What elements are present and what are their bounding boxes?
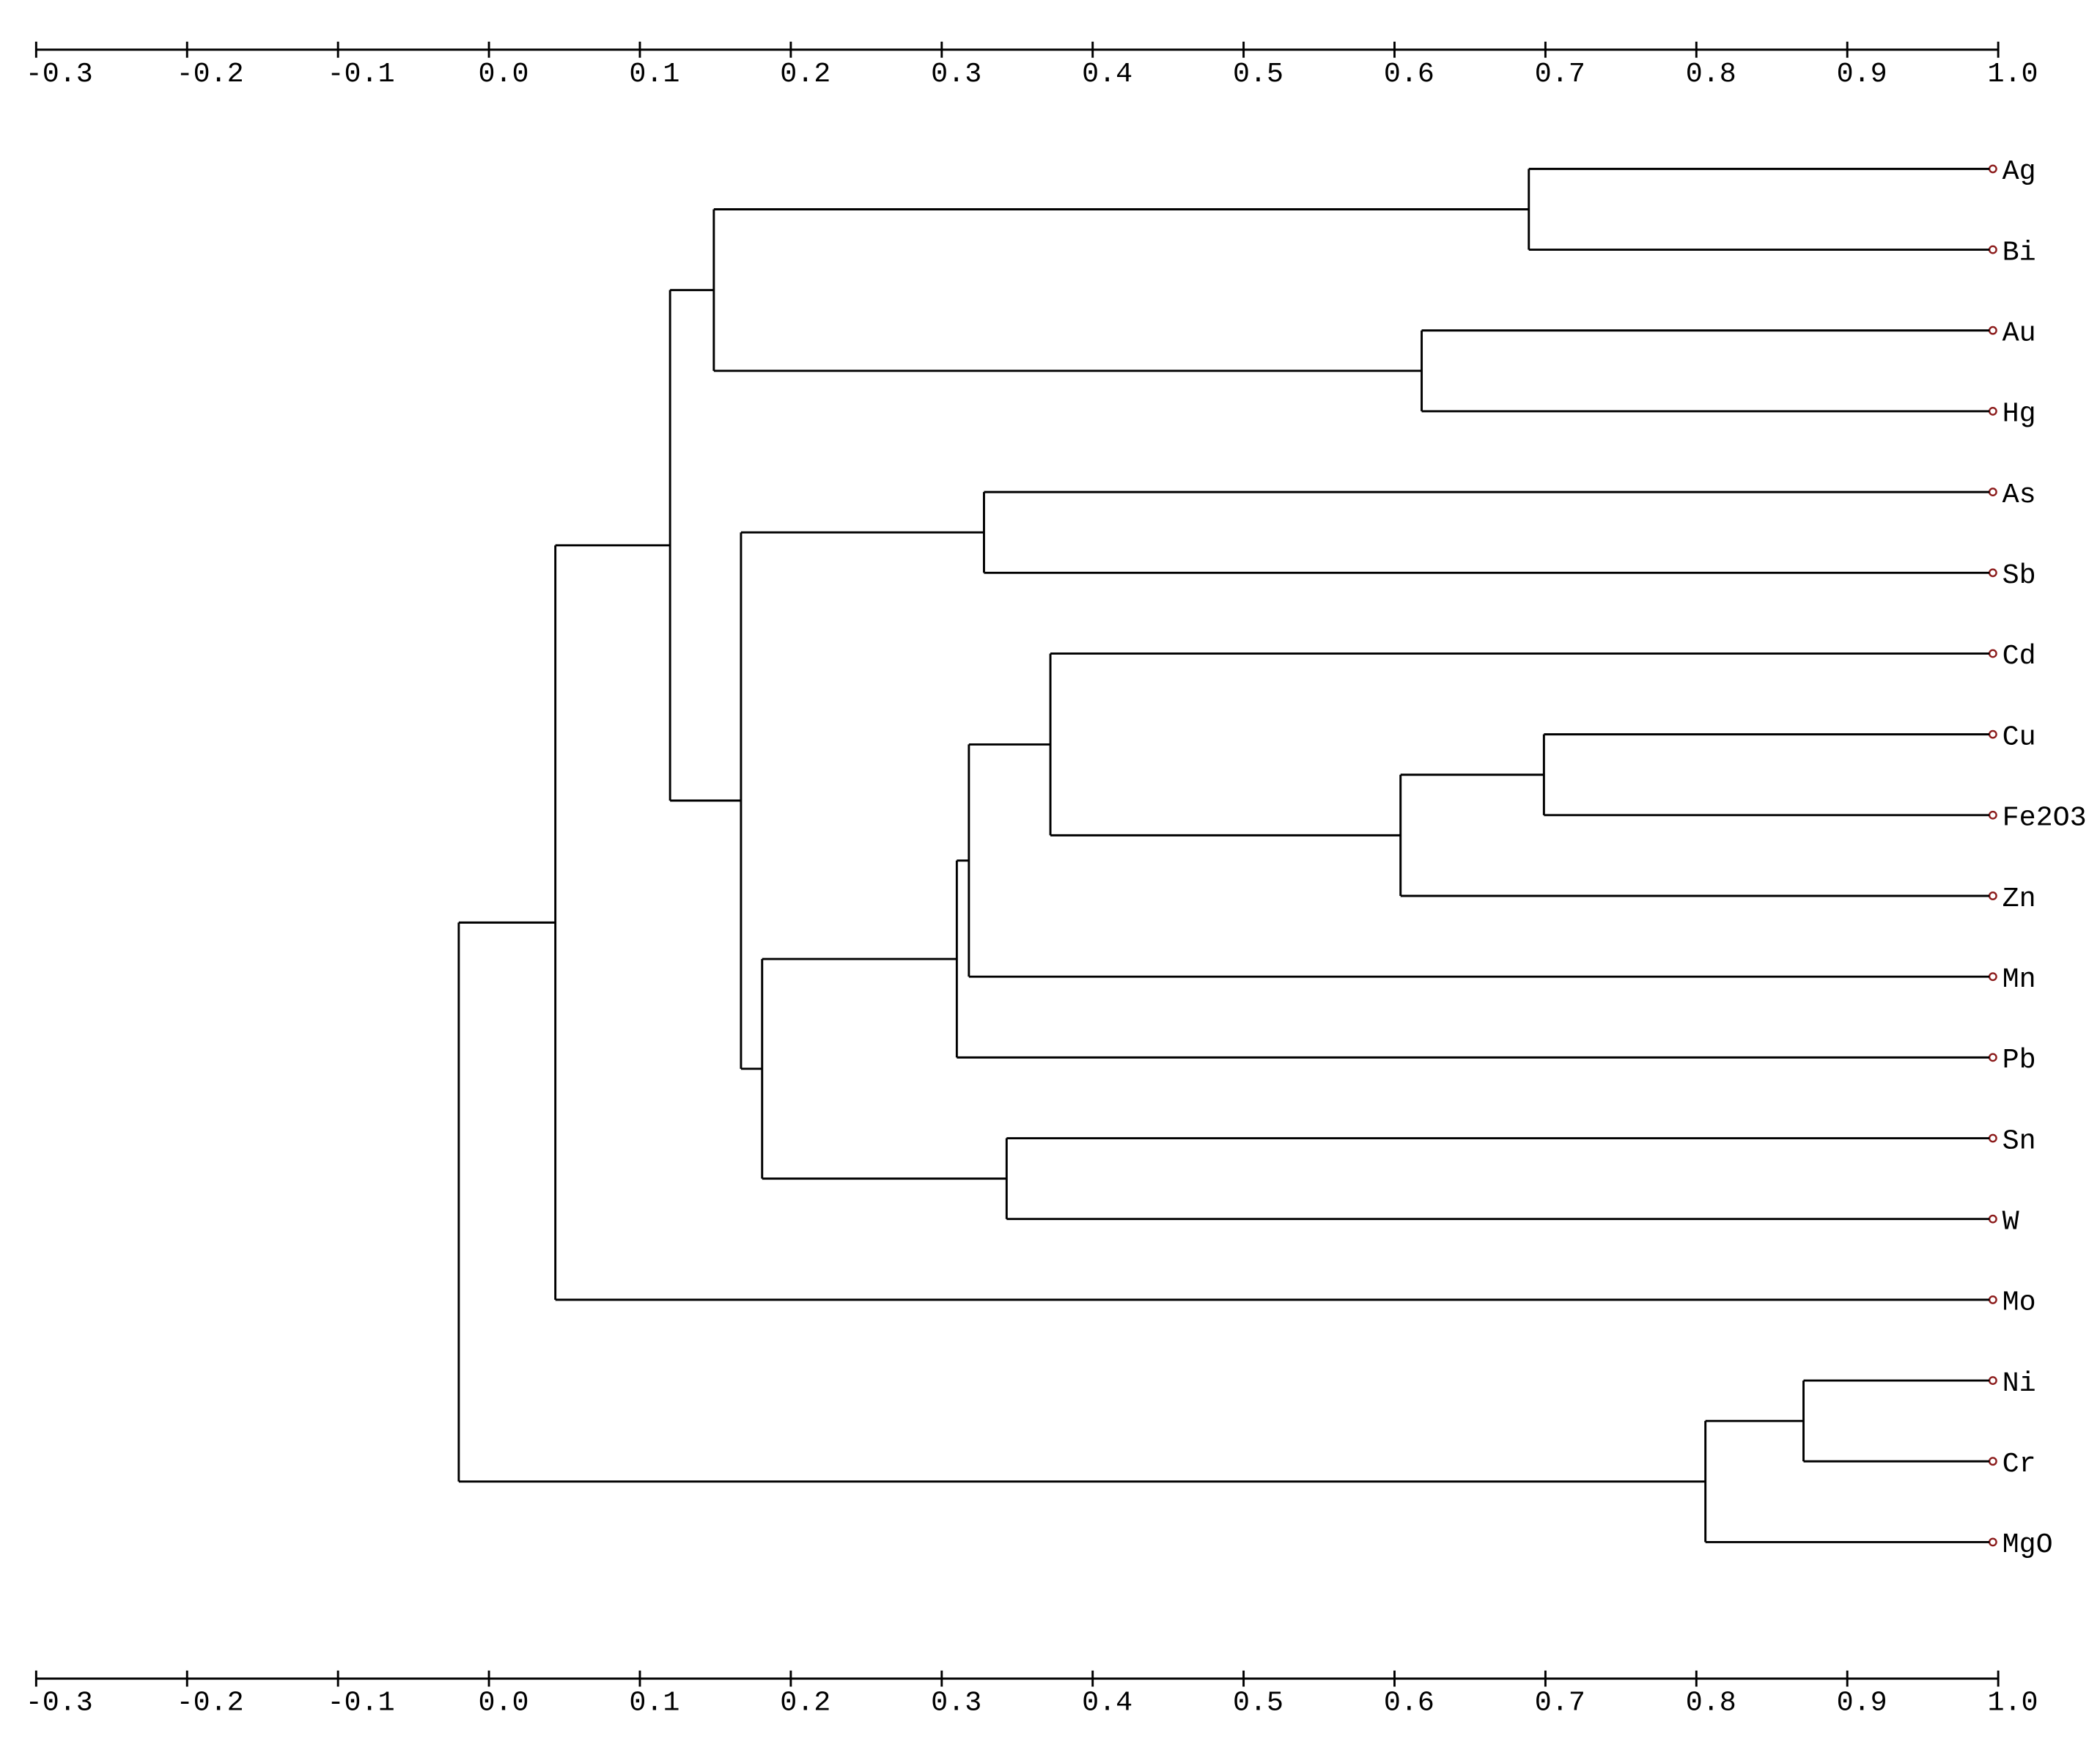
leaf-marker bbox=[1988, 1053, 1997, 1062]
leaf-label: Sn bbox=[2003, 1125, 2036, 1157]
leaf-label: Bi bbox=[2003, 236, 2036, 268]
leaf-label: Ag bbox=[2003, 155, 2036, 188]
leaf-label: Au bbox=[2003, 317, 2036, 350]
leaf-marker bbox=[1988, 1457, 1997, 1466]
leaf-marker bbox=[1988, 649, 1997, 658]
x-tick-label: 0.0 bbox=[478, 1687, 528, 1719]
x-tick-label: 0.7 bbox=[1535, 1687, 1585, 1719]
x-tick-label: -0.2 bbox=[177, 1687, 244, 1719]
x-tick-label: 1.0 bbox=[1988, 1687, 2038, 1719]
leaf-marker bbox=[1988, 891, 1997, 900]
leaf-marker bbox=[1988, 1376, 1997, 1386]
leaf-marker bbox=[1988, 406, 1997, 416]
x-tick-label: 0.7 bbox=[1535, 58, 1585, 90]
x-tick-label: 0.8 bbox=[1686, 1687, 1736, 1719]
x-tick-label: 0.3 bbox=[931, 58, 981, 90]
x-tick-label: 0.2 bbox=[780, 58, 830, 90]
leaf-marker bbox=[1988, 972, 1997, 982]
leaf-label: As bbox=[2003, 479, 2036, 511]
leaf-label: W bbox=[2003, 1206, 2019, 1238]
leaf-marker bbox=[1988, 245, 1997, 254]
x-tick-label: 0.2 bbox=[780, 1687, 830, 1719]
x-tick-label: 0.9 bbox=[1837, 1687, 1887, 1719]
x-tick-label: 0.5 bbox=[1233, 1687, 1283, 1719]
leaf-label: Cd bbox=[2003, 640, 2036, 672]
x-tick-label: 0.1 bbox=[629, 1687, 679, 1719]
x-tick-label: -0.1 bbox=[328, 58, 395, 90]
leaf-label: Pb bbox=[2003, 1044, 2036, 1076]
leaf-label: Cu bbox=[2003, 721, 2036, 753]
x-tick-label: 0.1 bbox=[629, 58, 679, 90]
leaf-label: Mo bbox=[2003, 1287, 2036, 1319]
x-tick-label: 0.8 bbox=[1686, 58, 1736, 90]
x-tick-label: 1.0 bbox=[1988, 58, 2038, 90]
leaf-marker bbox=[1988, 729, 1997, 739]
leaf-marker bbox=[1988, 1537, 1997, 1547]
x-tick-label: -0.3 bbox=[26, 58, 93, 90]
leaf-marker bbox=[1988, 326, 1997, 335]
x-tick-label: -0.2 bbox=[177, 58, 244, 90]
leaf-marker bbox=[1988, 810, 1997, 820]
x-tick-label: 0.0 bbox=[478, 58, 528, 90]
x-tick-label: -0.3 bbox=[26, 1687, 93, 1719]
x-tick-label: 0.6 bbox=[1384, 58, 1434, 90]
leaf-label: Cr bbox=[2003, 1448, 2036, 1480]
leaf-marker bbox=[1988, 568, 1997, 578]
leaf-label: Hg bbox=[2003, 398, 2036, 430]
leaf-marker bbox=[1988, 488, 1997, 497]
leaf-label: MgO bbox=[2003, 1529, 2053, 1561]
x-tick-label: 0.6 bbox=[1384, 1687, 1434, 1719]
leaf-label: Zn bbox=[2003, 883, 2036, 915]
leaf-marker bbox=[1988, 164, 1997, 174]
x-tick-label: -0.1 bbox=[328, 1687, 395, 1719]
x-tick-label: 0.5 bbox=[1233, 58, 1283, 90]
leaf-label: Fe2O3 bbox=[2003, 802, 2087, 834]
x-tick-label: 0.4 bbox=[1082, 1687, 1132, 1719]
leaf-marker bbox=[1988, 1295, 1997, 1304]
leaf-label: Ni bbox=[2003, 1367, 2036, 1400]
x-tick-label: 0.3 bbox=[931, 1687, 981, 1719]
leaf-marker bbox=[1988, 1133, 1997, 1143]
x-tick-label: 0.9 bbox=[1837, 58, 1887, 90]
leaf-marker bbox=[1988, 1214, 1997, 1224]
x-tick-label: 0.4 bbox=[1082, 58, 1132, 90]
leaf-label: Mn bbox=[2003, 963, 2036, 996]
leaf-label: Sb bbox=[2003, 559, 2036, 592]
